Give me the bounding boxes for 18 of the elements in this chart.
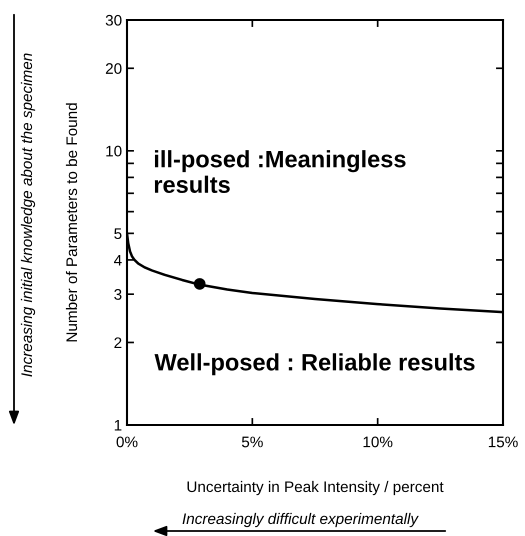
y-tick-label: 30 (106, 14, 122, 26)
y-tick-label: 3 (114, 289, 122, 300)
y-tick-label: 1 (114, 420, 122, 431)
x-tick-label: 5% (242, 436, 263, 448)
y-tick-label: 20 (106, 63, 122, 74)
annotation: ill-posed :Meaningless results (154, 150, 406, 194)
text: Increasing initial knowledge about the specimen (20, 53, 36, 377)
text: Increasingly difficult experimentally (182, 512, 419, 528)
y-tick-label: 4 (114, 254, 122, 266)
x-tick-label: 0% (116, 436, 138, 448)
y-axis-title: Number of Parameters to be Found (66, 103, 78, 342)
annotation: Well-posed : Reliable results (154, 353, 475, 376)
y-tick-label: 5 (114, 228, 122, 240)
x-axis-title: Uncertainty in Peak Intensity / percent (188, 480, 444, 496)
x-tick-label: 10% (364, 436, 392, 448)
y-tick-label: 2 (114, 337, 122, 348)
x-tick-label: 15% (488, 436, 518, 448)
y-tick-label: 10 (106, 146, 122, 157)
